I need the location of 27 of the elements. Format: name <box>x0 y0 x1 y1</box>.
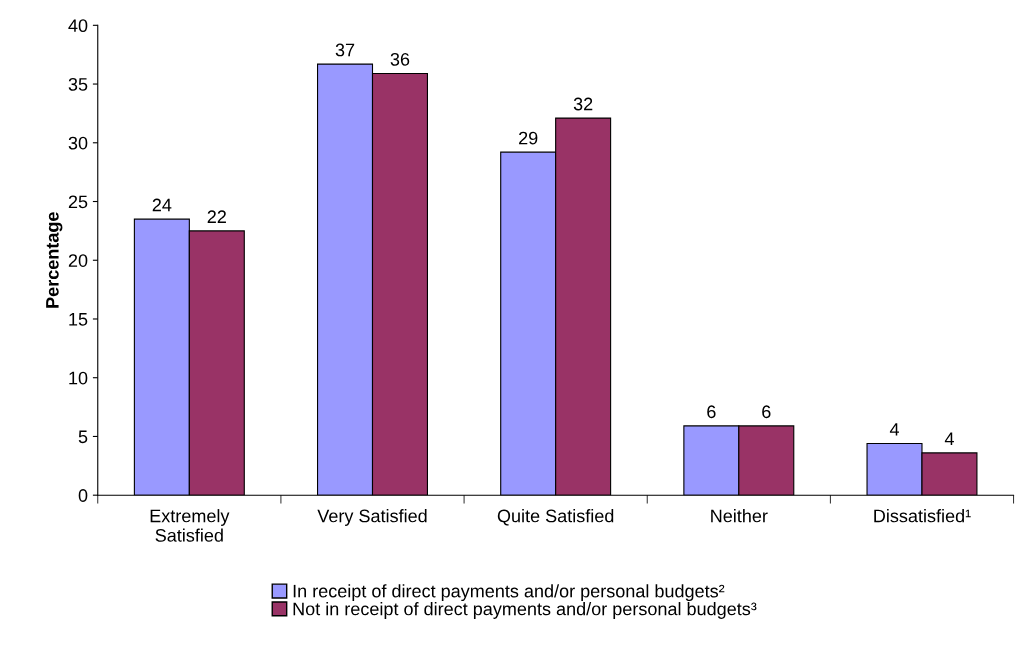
data-label: 4 <box>944 432 954 445</box>
x-tick-label: Neither <box>711 509 768 523</box>
x-tick-label: Dissatisfied¹ <box>874 509 971 523</box>
y-tick-label: 0 <box>78 489 88 502</box>
data-label: 6 <box>707 405 716 419</box>
y-tick-label: 15 <box>69 313 88 326</box>
y-tick-label: 25 <box>68 195 88 209</box>
y-tick-label: 30 <box>68 136 88 150</box>
x-tick-label: Quite Satisfied <box>497 509 614 526</box>
legend-label: Not in receipt of direct payments and/or personal budgets³ <box>293 602 757 619</box>
y-tick-label: 5 <box>78 430 88 444</box>
legend-label: In receipt of direct payments and/or personal budgets² <box>293 584 725 602</box>
data-label: 29 <box>519 131 538 145</box>
data-label: 36 <box>390 52 410 66</box>
x-tick-label: Extremely Satisfied <box>150 509 230 542</box>
y-axis-title: Percentage <box>46 212 63 308</box>
y-tick-label: 40 <box>68 19 88 33</box>
data-label: 22 <box>207 210 226 223</box>
y-tick-label: 20 <box>68 254 88 267</box>
y-tick-label: 10 <box>69 371 88 385</box>
data-label: 32 <box>573 97 593 111</box>
data-label: 4 <box>889 423 899 436</box>
data-label: 24 <box>152 198 172 212</box>
x-tick-label: Very Satisfied <box>317 509 427 526</box>
y-tick-label: 35 <box>68 77 88 91</box>
data-label: 37 <box>335 43 355 57</box>
data-label: 6 <box>762 405 771 419</box>
